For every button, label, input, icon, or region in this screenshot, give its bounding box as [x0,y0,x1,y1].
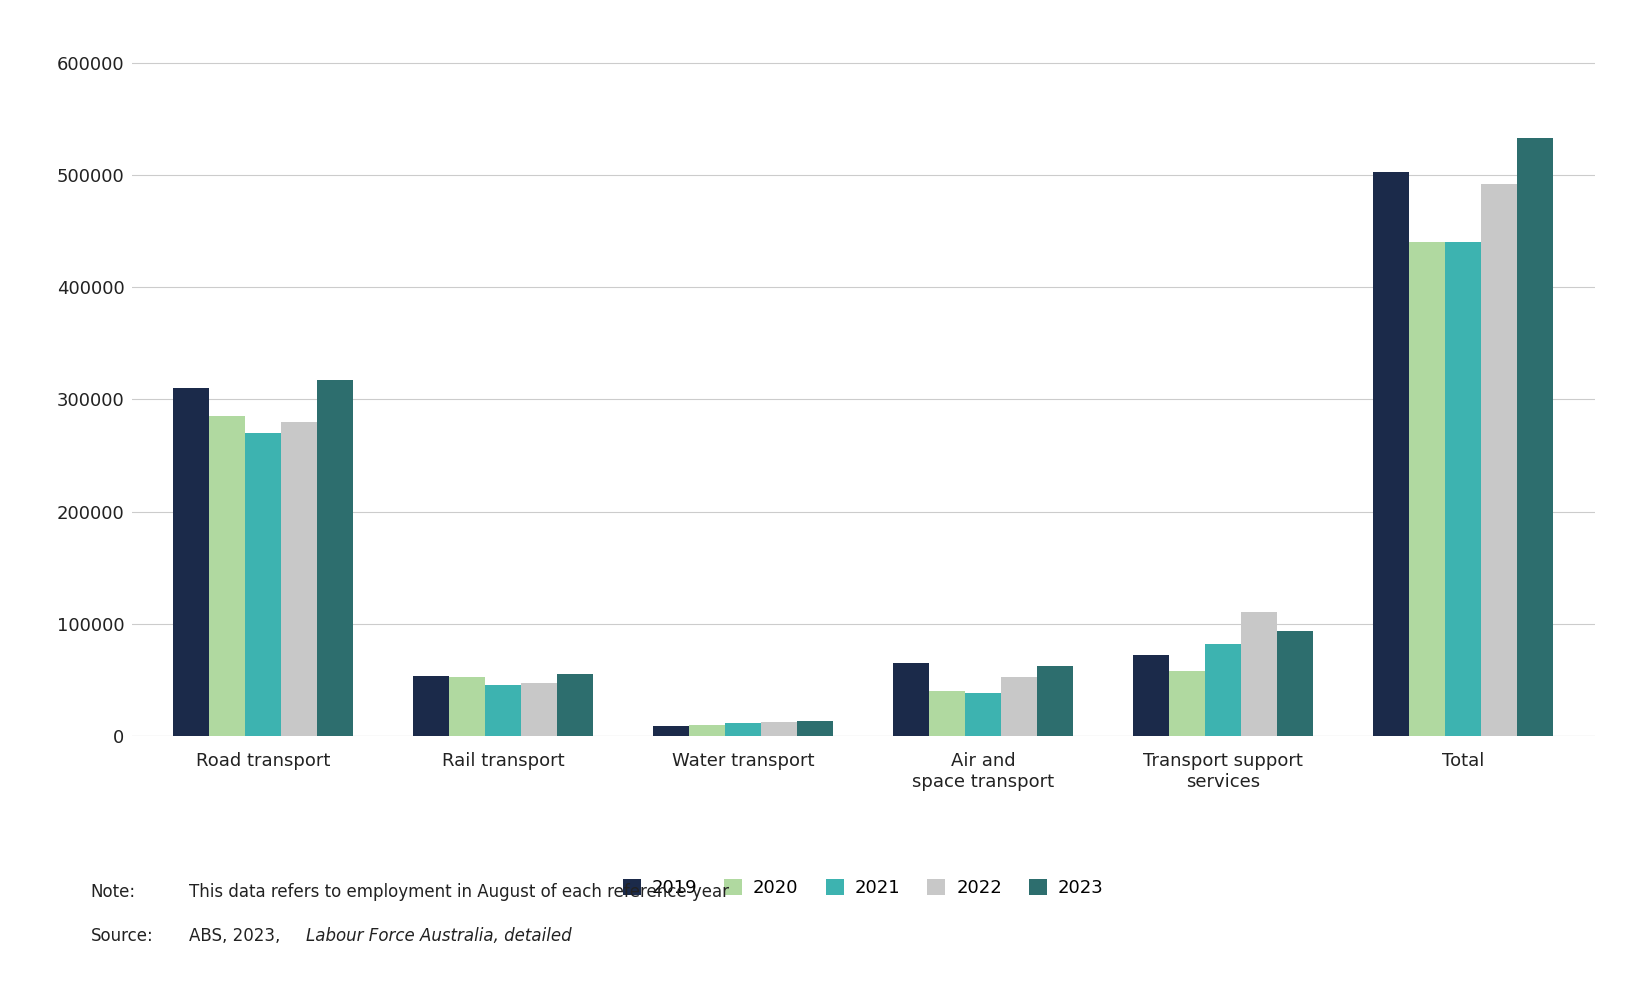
Text: ABS, 2023,: ABS, 2023, [189,927,286,945]
Bar [725,723,761,736]
Bar [245,433,281,736]
Bar [1517,138,1552,736]
Bar [317,381,353,736]
Bar [761,722,797,736]
Bar [893,663,929,736]
Bar [1277,632,1314,736]
Legend: 2019, 2020, 2021, 2022, 2023: 2019, 2020, 2021, 2022, 2023 [615,872,1111,904]
Bar [1169,671,1205,736]
Bar [965,694,1001,736]
Bar [797,721,834,736]
Bar [174,388,209,736]
Bar [1205,644,1241,736]
Text: This data refers to employment in August of each reference year: This data refers to employment in August… [189,883,728,901]
Bar [1409,242,1445,736]
Bar [209,416,245,736]
Bar [653,726,689,736]
Text: Note:: Note: [90,883,135,901]
Bar [485,686,521,736]
Bar [1481,184,1517,736]
Bar [1445,242,1481,736]
Bar [413,676,449,736]
Bar [1037,666,1074,736]
Text: Source:: Source: [90,927,153,945]
Bar [281,422,317,736]
Text: Labour Force Australia, detailed: Labour Force Australia, detailed [306,927,572,945]
Bar [689,725,725,736]
Bar [1001,678,1037,736]
Bar [1133,655,1169,736]
Bar [521,683,557,736]
Bar [929,691,965,736]
Bar [557,674,593,736]
Bar [1373,172,1409,736]
Bar [449,678,485,736]
Bar [1241,612,1277,736]
